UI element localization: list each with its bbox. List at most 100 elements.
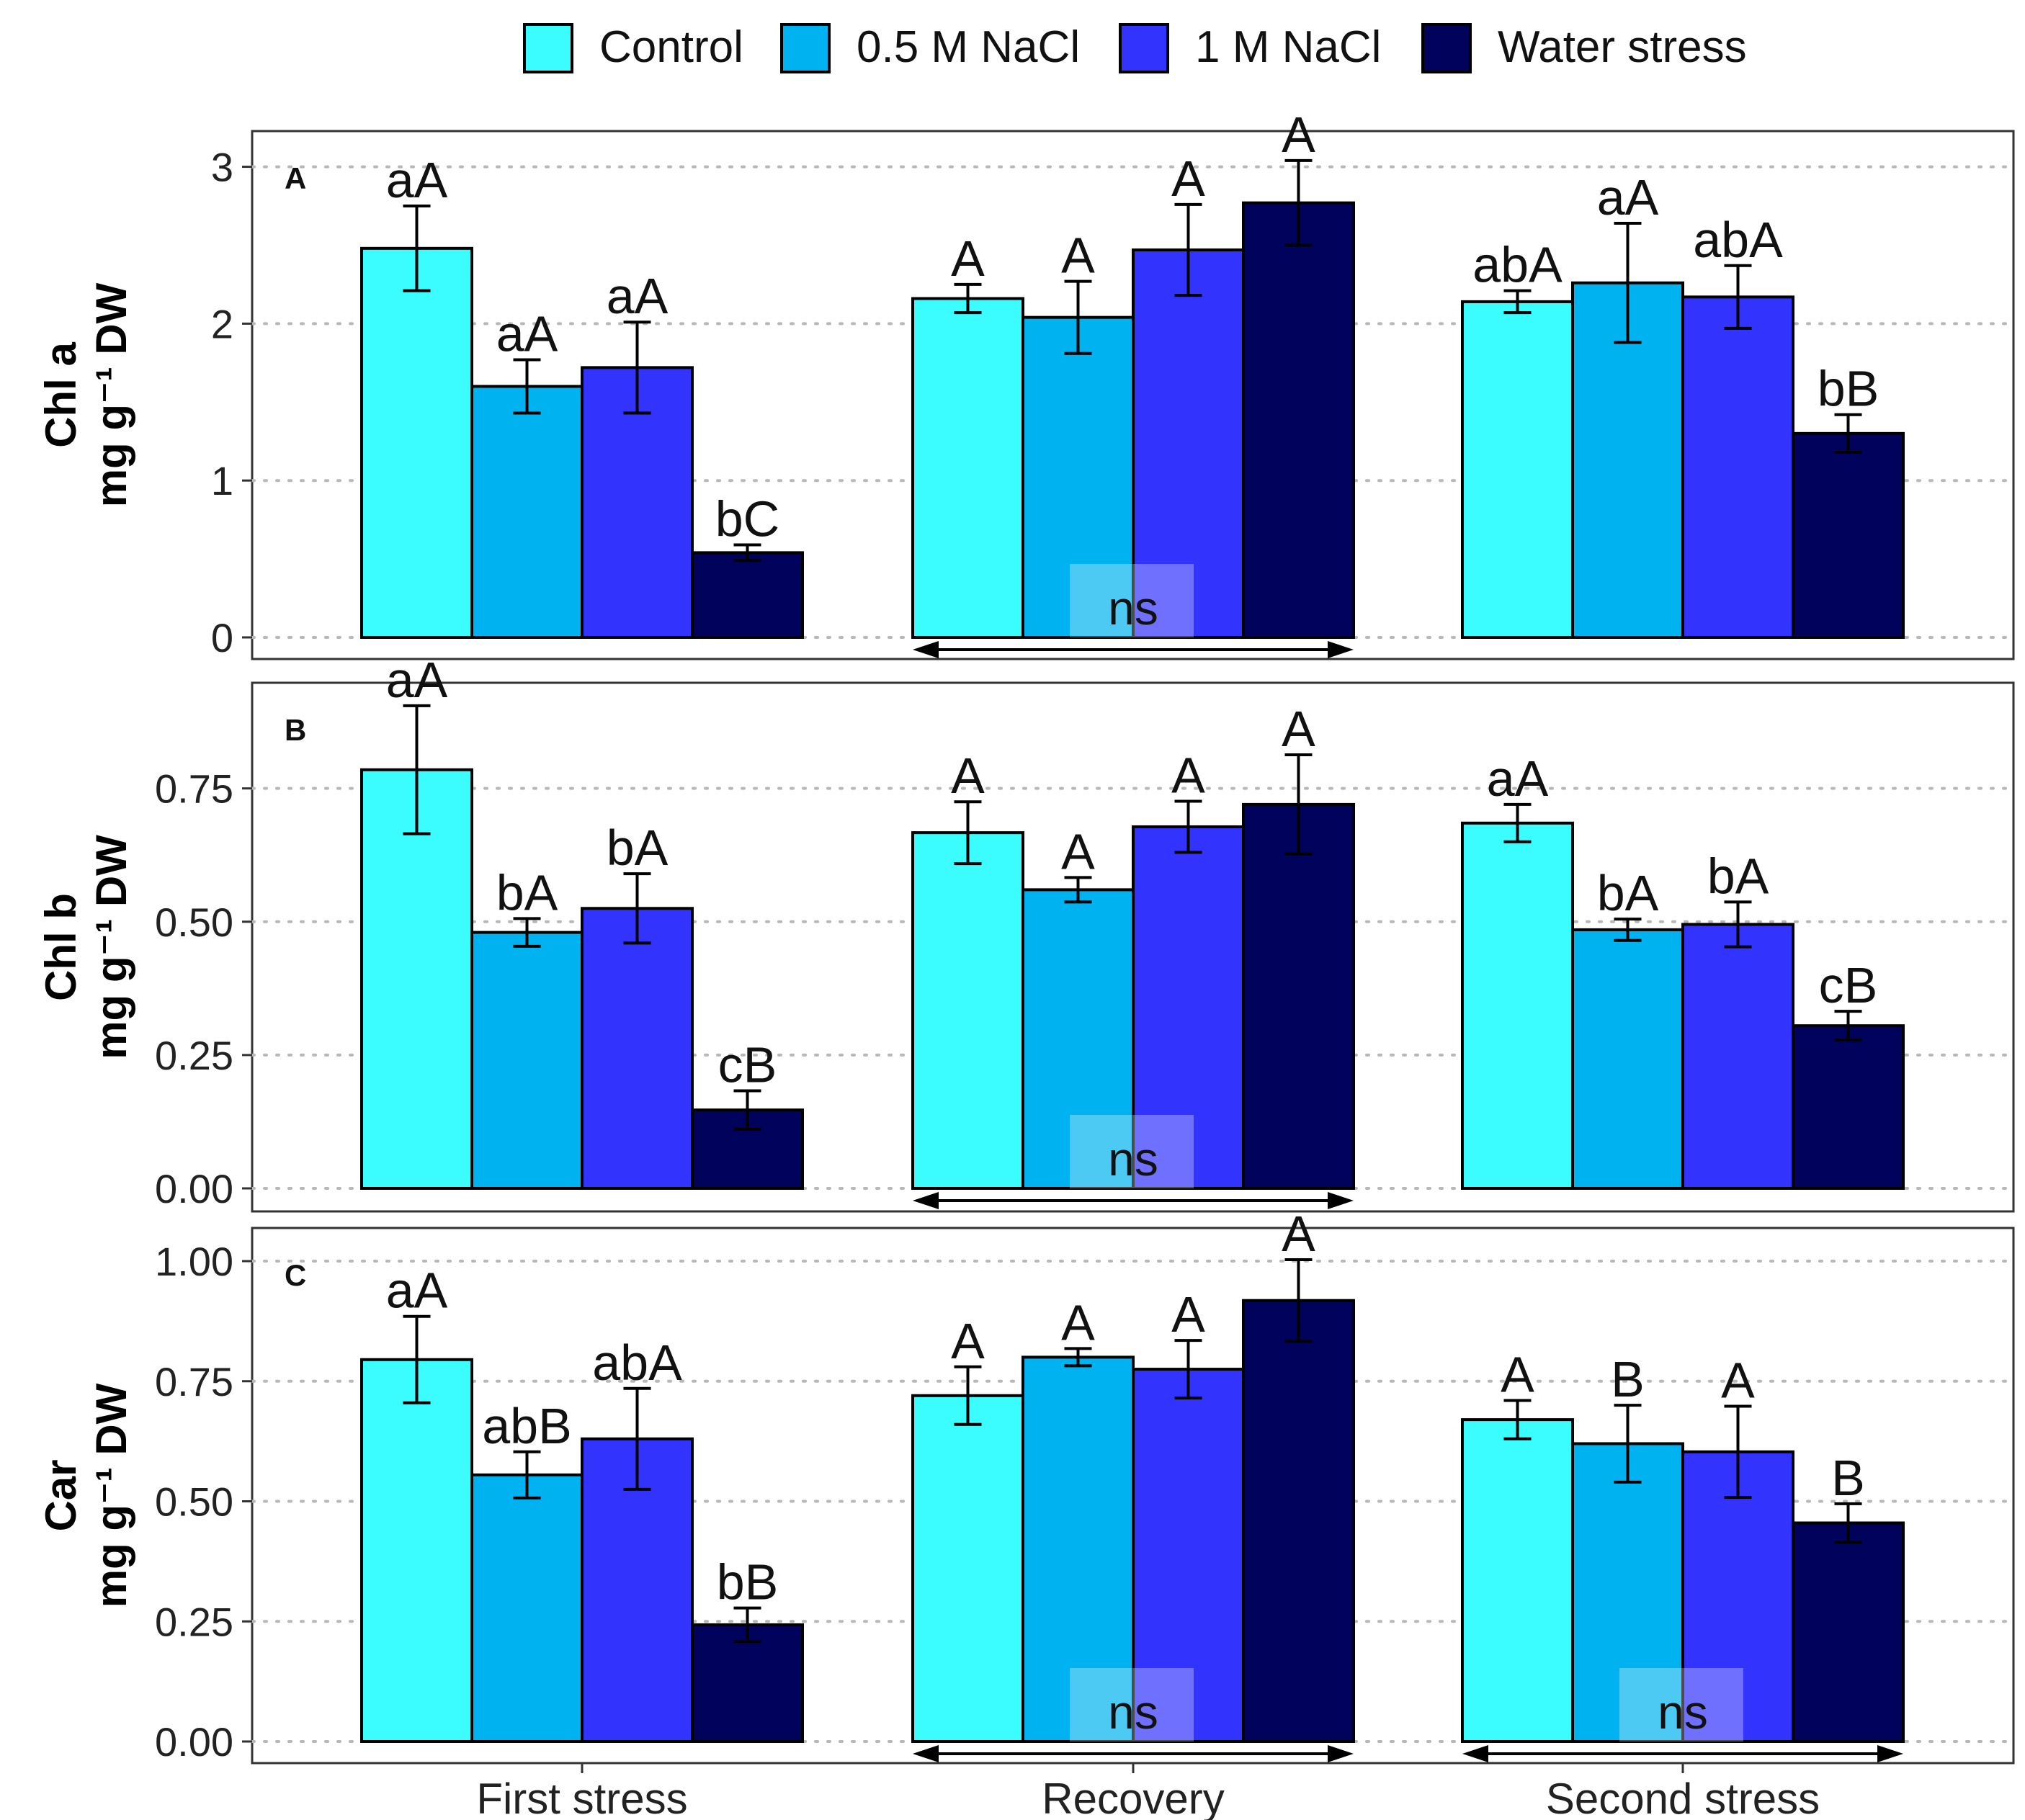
significance-letter: A xyxy=(1061,823,1095,879)
bar xyxy=(581,907,694,1191)
error-bar xyxy=(623,320,651,415)
bar xyxy=(1242,201,1355,639)
significance-letter: bB xyxy=(1818,361,1879,417)
bar xyxy=(470,1473,584,1743)
error-bar xyxy=(623,1386,651,1491)
significance-letter: A xyxy=(951,230,985,287)
arrowhead-right-icon xyxy=(1328,1192,1354,1209)
legend: Control 0.5 M NaCl 1 M NaCl Water stress xyxy=(523,22,1747,73)
bar xyxy=(691,551,804,639)
error-bar xyxy=(1614,1404,1642,1484)
bar xyxy=(1022,888,1135,1190)
arrowhead-left-icon xyxy=(913,641,939,658)
error-bar xyxy=(733,1606,761,1644)
y-axis-label-line1: Car xyxy=(37,1459,85,1531)
significance-letter: aA xyxy=(386,152,448,208)
error-bar xyxy=(1834,1502,1862,1544)
error-bar xyxy=(954,282,982,315)
bar xyxy=(911,1394,1024,1743)
legend-label: Control xyxy=(599,22,743,72)
significance-letter: A xyxy=(1061,1294,1095,1350)
arrowhead-left-icon xyxy=(913,1745,939,1762)
error-bar xyxy=(1284,753,1313,856)
bar xyxy=(360,246,473,639)
panel-b: 0.00 0.25 0.50 0.75 B Chl b mg g⁻¹ DW aA bA bA cB A… xyxy=(37,652,2015,1213)
significance-letter: cB xyxy=(718,1037,777,1093)
bar xyxy=(1461,300,1574,639)
significance-letter: A xyxy=(1061,228,1095,284)
bar-group-second-stress: aA bA bA cB xyxy=(1461,750,1905,1191)
error-bar xyxy=(954,1365,982,1426)
error-bar xyxy=(733,1089,761,1131)
bar xyxy=(1461,821,1574,1190)
bar xyxy=(1571,1442,1684,1743)
y-tick-label: 0.50 xyxy=(155,900,233,945)
y-tick-label: 0.00 xyxy=(155,1719,233,1765)
error-bar xyxy=(1174,1339,1202,1400)
error-bar xyxy=(1174,799,1202,854)
significance-letter: bB xyxy=(717,1554,779,1610)
significance-letter: bA xyxy=(1597,865,1659,921)
error-bar xyxy=(1284,158,1313,247)
legend-item: Water stress xyxy=(1421,22,1747,73)
ns-annotation: ns xyxy=(1462,1668,1903,1762)
significance-letter: aA xyxy=(386,652,448,708)
significance-letter: A xyxy=(1721,1352,1755,1408)
arrowhead-right-icon xyxy=(1328,641,1354,658)
y-axis-label-line2: mg g⁻¹ DW xyxy=(87,282,135,507)
y-tick-label: 0.75 xyxy=(155,1359,233,1404)
significance-letter: A xyxy=(951,1313,985,1369)
ns-label: ns xyxy=(1658,1685,1708,1739)
bar xyxy=(470,385,584,639)
legend-swatch xyxy=(1119,23,1169,73)
significance-letter: aA xyxy=(1487,750,1549,807)
y-tick-label: 0 xyxy=(211,615,233,660)
error-bar xyxy=(623,872,651,945)
bar xyxy=(1132,1368,1245,1743)
bar xyxy=(1022,315,1135,639)
x-tick-label: Second stress xyxy=(1546,1775,1820,1820)
bar xyxy=(1681,295,1794,639)
ns-label: ns xyxy=(1108,1685,1158,1739)
y-axis-label-line1: Chl b xyxy=(37,893,85,1001)
significance-letter: A xyxy=(951,748,985,804)
legend-label: 1 M NaCl xyxy=(1195,22,1381,72)
bar-group-second-stress: abA aA abA bB xyxy=(1461,169,1905,639)
x-tick-label: Recovery xyxy=(1042,1775,1224,1820)
x-tick-label: First stress xyxy=(476,1775,687,1820)
significance-letter: A xyxy=(1282,701,1315,757)
significance-letter: abA xyxy=(1693,212,1783,268)
error-bar xyxy=(1284,1258,1313,1343)
legend-label: Water stress xyxy=(1498,22,1747,72)
bar xyxy=(911,831,1024,1191)
ns-label-box xyxy=(1070,564,1194,637)
y-axis-label-line2: mg g⁻¹ DW xyxy=(87,835,135,1059)
error-bar xyxy=(1724,264,1752,330)
significance-letter: bA xyxy=(496,864,558,920)
error-bar xyxy=(954,800,982,866)
error-bar xyxy=(1503,289,1532,315)
error-bar xyxy=(1064,1347,1092,1368)
significance-letter: A xyxy=(1501,1346,1534,1402)
error-bar xyxy=(1503,1399,1532,1440)
bar xyxy=(1792,1024,1905,1190)
bar-group-recovery: A A A A xyxy=(911,701,1355,1191)
error-bar xyxy=(1064,876,1092,904)
legend-label: 0.5 M NaCl xyxy=(857,22,1080,72)
y-tick-label: 0.75 xyxy=(155,766,233,812)
y-tick-label: 2 xyxy=(211,301,233,346)
ns-annotation: ns xyxy=(913,1115,1354,1209)
legend-item: Control xyxy=(523,22,743,73)
legend-swatch xyxy=(780,23,831,73)
significance-letter: abA xyxy=(592,1335,682,1391)
significance-letter: abB xyxy=(482,1398,572,1454)
bar xyxy=(1681,923,1794,1191)
arrowhead-right-icon xyxy=(1877,1745,1903,1762)
significance-letter: aA xyxy=(386,1263,448,1319)
error-bar xyxy=(1834,1010,1862,1042)
significance-letter: A xyxy=(1282,1206,1315,1262)
bar xyxy=(1242,802,1355,1191)
bar xyxy=(1461,1418,1574,1744)
significance-letter: aA xyxy=(1597,169,1659,225)
